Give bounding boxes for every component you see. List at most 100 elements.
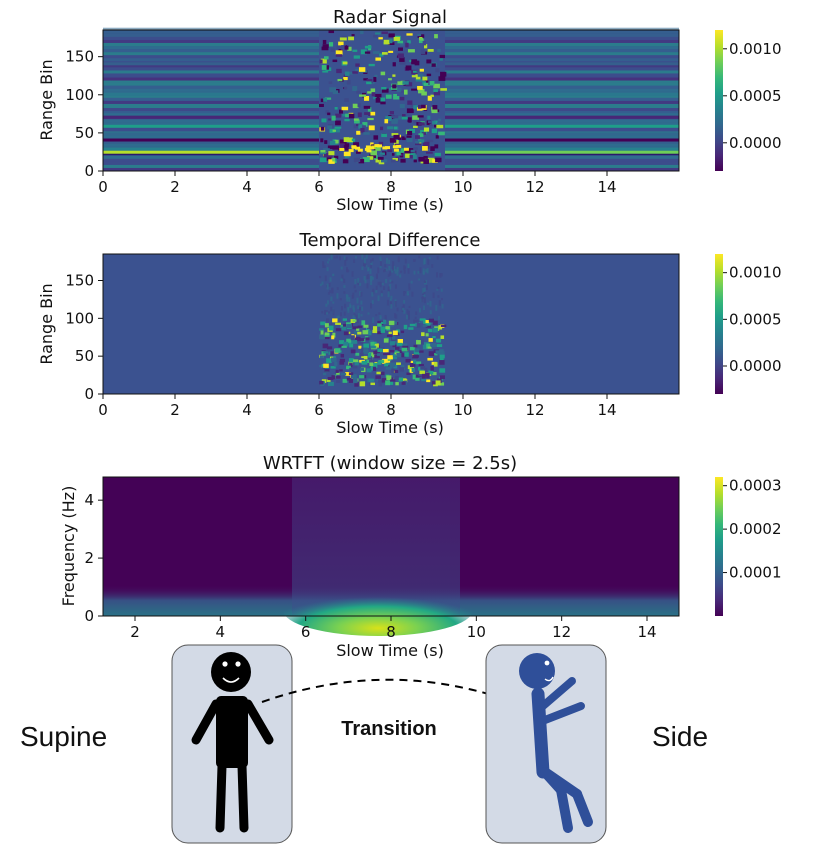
motion-speckle bbox=[327, 381, 334, 386]
colorbar-tick-label: 0.0000 bbox=[729, 134, 782, 152]
motion-speckle bbox=[320, 321, 326, 326]
motion-speckle bbox=[366, 359, 372, 364]
motion-speckle bbox=[432, 292, 435, 299]
motion-speckle bbox=[334, 348, 341, 353]
motion-speckle bbox=[406, 135, 412, 140]
motion-speckle bbox=[343, 285, 346, 289]
motion-speckle bbox=[330, 296, 333, 302]
motion-speckle bbox=[361, 320, 366, 326]
motion-speckle bbox=[410, 280, 413, 284]
motion-speckle bbox=[400, 158, 406, 163]
motion-speckle bbox=[381, 86, 387, 90]
motion-speckle bbox=[413, 105, 419, 110]
motion-speckle bbox=[403, 291, 406, 296]
motion-speckle bbox=[379, 152, 385, 156]
motion-speckle bbox=[415, 79, 423, 82]
y-tick-label: 150 bbox=[65, 271, 94, 289]
motion-speckle bbox=[434, 144, 439, 149]
motion-speckle bbox=[364, 45, 372, 49]
motion-speckle bbox=[339, 361, 345, 365]
motion-speckle bbox=[387, 42, 395, 45]
motion-speckle bbox=[418, 278, 421, 281]
motion-speckle bbox=[416, 340, 421, 345]
motion-speckle bbox=[412, 374, 416, 380]
motion-speckle bbox=[320, 330, 324, 335]
motion-speckle bbox=[414, 60, 420, 66]
motion-speckle bbox=[435, 338, 442, 343]
strong-band bbox=[103, 150, 319, 154]
motion-speckle bbox=[338, 109, 344, 114]
motion-speckle bbox=[423, 297, 426, 304]
motion-speckle bbox=[362, 157, 370, 163]
motion-speckle bbox=[440, 324, 447, 328]
motion-hotspot bbox=[392, 145, 398, 149]
motion-speckle bbox=[412, 154, 417, 160]
motion-speckle bbox=[344, 118, 350, 122]
motion-speckle bbox=[339, 298, 342, 301]
colorbar-ticks: 0.0001 0.0002 0.0003 bbox=[723, 477, 782, 582]
motion-speckle bbox=[385, 94, 392, 99]
motion-hotspot bbox=[382, 146, 388, 150]
motion-speckle bbox=[319, 103, 324, 107]
motion-speckle bbox=[371, 276, 374, 280]
motion-speckle bbox=[427, 346, 432, 349]
motion-speckle bbox=[400, 42, 404, 46]
motion-speckle bbox=[352, 292, 355, 298]
motion-speckle bbox=[347, 46, 352, 51]
motion-speckle bbox=[357, 103, 361, 108]
motion-speckle bbox=[430, 94, 434, 97]
motion-speckle bbox=[349, 363, 353, 368]
motion-speckle bbox=[321, 351, 326, 356]
motion-speckle bbox=[407, 310, 410, 316]
motion-speckle bbox=[347, 71, 353, 75]
motion-speckle bbox=[401, 136, 406, 141]
motion-speckle bbox=[389, 362, 396, 367]
chart-title: Temporal Difference bbox=[299, 230, 481, 251]
y-tick-label: 150 bbox=[65, 48, 94, 66]
motion-speckle bbox=[417, 115, 424, 118]
motion-speckle bbox=[423, 305, 426, 311]
motion-speckle bbox=[422, 141, 430, 146]
motion-speckle bbox=[354, 337, 361, 342]
motion-speckle bbox=[438, 300, 441, 306]
motion-speckle bbox=[406, 372, 411, 375]
motion-speckle bbox=[335, 369, 339, 373]
motion-speckle bbox=[327, 292, 330, 295]
motion-speckle bbox=[389, 284, 392, 290]
motion-speckle bbox=[332, 157, 336, 162]
motion-speckle bbox=[388, 78, 392, 81]
motion-speckle bbox=[439, 357, 444, 361]
motion-speckle bbox=[363, 78, 368, 81]
x-tick-label: 8 bbox=[386, 623, 396, 641]
x-axis: 0 2 4 6 8 10 12 14 bbox=[98, 171, 617, 196]
chart-title: WRTFT (window size = 2.5s) bbox=[263, 453, 517, 474]
motion-speckle bbox=[431, 128, 438, 134]
motion-speckle bbox=[387, 126, 394, 130]
motion-speckle bbox=[422, 146, 428, 151]
motion-speckle bbox=[430, 366, 434, 371]
motion-speckle bbox=[327, 376, 334, 381]
motion-speckle bbox=[375, 147, 381, 151]
motion-speckle bbox=[322, 44, 329, 48]
energy-peak bbox=[283, 584, 473, 636]
motion-speckle bbox=[396, 342, 403, 346]
motion-speckle bbox=[431, 63, 436, 67]
motion-speckle bbox=[418, 122, 425, 126]
x-tick-label: 4 bbox=[216, 623, 226, 641]
motion-speckle bbox=[380, 328, 386, 333]
motion-speckle bbox=[390, 86, 398, 90]
motion-speckle bbox=[402, 304, 405, 308]
motion-speckle bbox=[331, 115, 336, 121]
motion-speckle bbox=[356, 124, 361, 127]
motion-speckle bbox=[419, 267, 422, 274]
motion-speckle bbox=[398, 377, 404, 382]
motion-speckle bbox=[365, 254, 368, 259]
motion-speckle bbox=[436, 122, 441, 127]
motion-speckle bbox=[440, 288, 443, 292]
motion-speckle bbox=[359, 375, 365, 379]
motion-speckle bbox=[319, 380, 324, 385]
motion-speckle bbox=[380, 321, 386, 324]
y-axis: 0 2 4 bbox=[84, 491, 103, 625]
motion-speckle bbox=[408, 120, 412, 123]
motion-speckle bbox=[380, 71, 386, 76]
